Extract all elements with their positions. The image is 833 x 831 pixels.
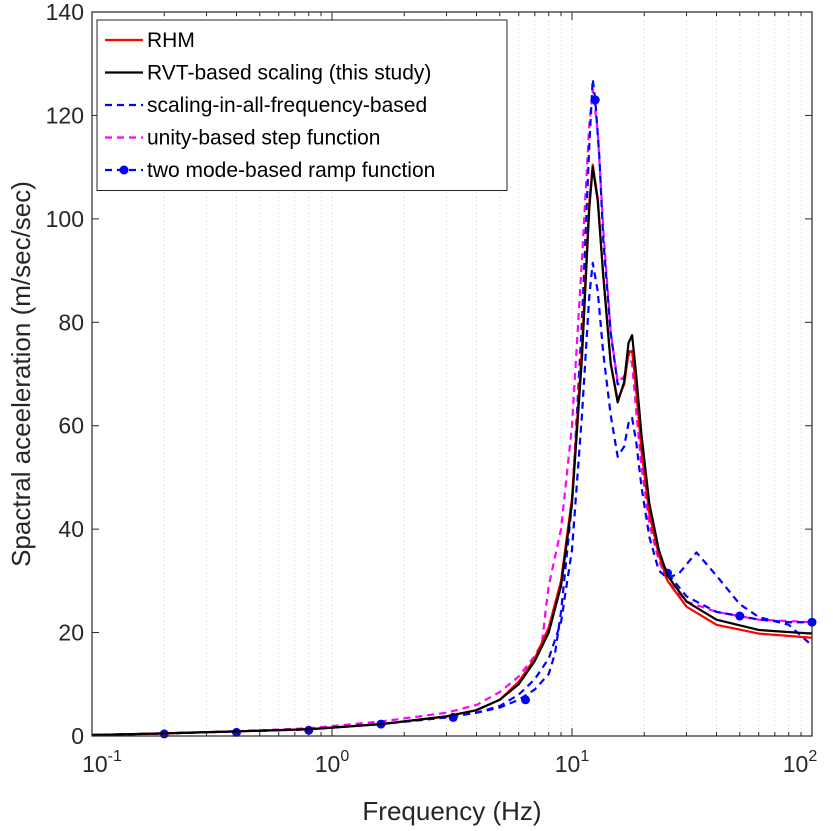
legend-label: scaling-in-all-frequency-based [147,94,427,117]
plot-frame [91,11,813,737]
legend-box [96,19,508,191]
legend-label: two mode-based ramp function [147,159,435,182]
series-line-3 [91,88,813,737]
x-tick-label: 102 [783,748,818,777]
y-tick-label: 40 [58,516,84,542]
y-tick-label: 0 [71,723,84,749]
legend-label: RVT-based scaling (this study) [147,62,431,85]
y-tick-label: 80 [58,309,84,335]
legend-label: RHM [147,29,195,52]
data-series [91,78,817,739]
series-line-1 [91,166,813,737]
y-tick-label: 120 [46,102,84,128]
x-tick-label: 10-1 [82,748,122,777]
x-axis-label: Frequency (Hz) [362,796,541,826]
series-marker [520,695,530,705]
legend: RHM RVT-based scaling (this study) scaling… [96,19,508,191]
series-marker [590,95,600,105]
axis-ticks: 0 20 40 60 80 100 120 140 10-1 100 101 102 [46,0,818,777]
y-tick-label: 100 [46,206,84,232]
legend-label: unity-based step function [147,127,380,150]
y-tick-label: 60 [58,413,84,439]
x-tick-label: 100 [315,748,350,777]
y-axis-label: Spactral aceeleration (m/sec/sec) [6,181,36,567]
series-line-4 [91,78,812,737]
y-tick-label: 20 [58,620,84,646]
x-tick-label: 101 [555,748,590,777]
legend-marker [119,165,129,175]
series-marker [735,611,745,621]
y-tick-label: 140 [46,0,84,25]
